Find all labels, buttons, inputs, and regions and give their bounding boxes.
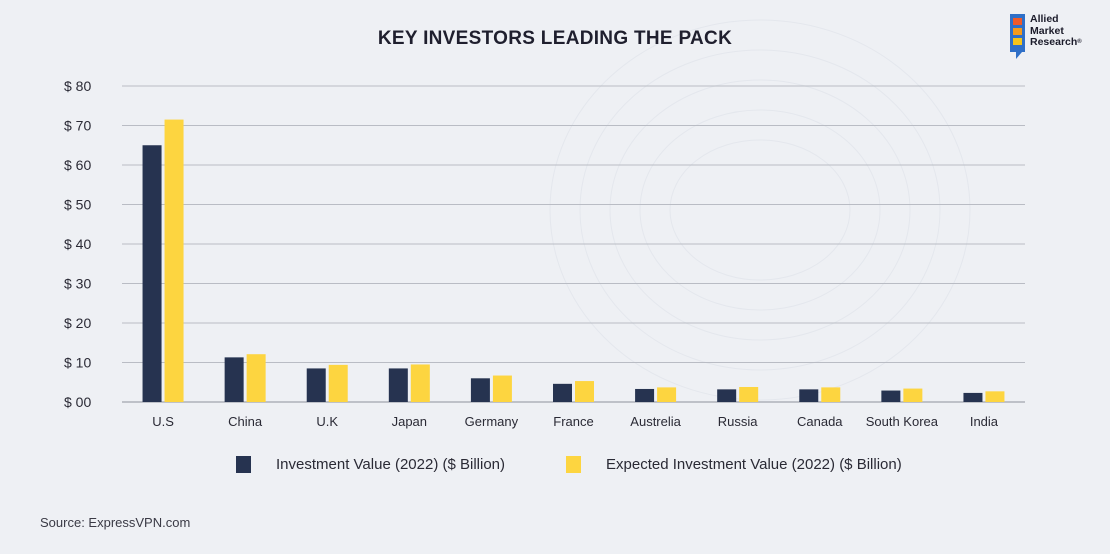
x-tick-label: India bbox=[970, 414, 999, 429]
logo-text: Allied Market Research® bbox=[1030, 13, 1082, 48]
bar-investment bbox=[553, 383, 572, 402]
bar-investment bbox=[470, 378, 490, 402]
x-tick-label: Canada bbox=[797, 414, 843, 429]
legend-swatch-expected bbox=[566, 456, 581, 473]
bar-expected bbox=[821, 387, 841, 402]
bar-expected bbox=[985, 391, 1005, 402]
legend-item-investment: Investment Value (2022) ($ Billion) bbox=[236, 456, 505, 473]
bar-investment bbox=[963, 392, 983, 402]
bar-expected bbox=[657, 387, 677, 402]
y-tick-label: $ 60 bbox=[64, 157, 91, 173]
y-tick-label: $ 10 bbox=[64, 355, 91, 371]
source-note: Source: ExpressVPN.com bbox=[40, 515, 191, 530]
allied-market-research-logo: Allied Market Research® bbox=[1010, 13, 1098, 60]
legend-item-expected: Expected Investment Value (2022) ($ Bill… bbox=[566, 456, 902, 473]
bar-expected bbox=[246, 354, 266, 402]
y-tick-label: $ 40 bbox=[64, 236, 91, 252]
x-tick-label: Austrelia bbox=[630, 414, 681, 429]
bar-investment bbox=[224, 357, 244, 402]
legend-swatch-investment bbox=[236, 456, 251, 473]
x-tick-label: Russia bbox=[718, 414, 759, 429]
bar-expected bbox=[492, 375, 512, 402]
legend-label-investment: Investment Value (2022) ($ Billion) bbox=[276, 456, 505, 473]
bar-expected bbox=[328, 364, 348, 402]
y-tick-label: $ 70 bbox=[64, 118, 91, 134]
logo-mark-icon bbox=[1010, 14, 1025, 52]
x-tick-label: South Korea bbox=[866, 414, 939, 429]
y-tick-label: $ 80 bbox=[64, 78, 91, 94]
bar-investment bbox=[635, 388, 655, 402]
bar-investment bbox=[388, 368, 408, 402]
bar-expected bbox=[164, 119, 184, 402]
bar-expected bbox=[410, 364, 430, 402]
y-tick-label: $ 20 bbox=[64, 315, 91, 331]
x-tick-label: Germany bbox=[465, 414, 519, 429]
x-tick-label: France bbox=[553, 414, 593, 429]
legend-label-expected: Expected Investment Value (2022) ($ Bill… bbox=[606, 456, 902, 473]
x-tick-label: U.K bbox=[316, 414, 338, 429]
bar-expected bbox=[575, 381, 594, 402]
legend: Investment Value (2022) ($ Billion) Expe… bbox=[0, 456, 1110, 478]
bar-investment bbox=[799, 389, 819, 402]
bar-investment bbox=[142, 145, 162, 402]
chart-title: KEY INVESTORS LEADING THE PACK bbox=[377, 28, 733, 49]
y-tick-label: $ 50 bbox=[64, 197, 91, 213]
x-tick-label: U.S bbox=[152, 414, 174, 429]
x-tick-label: Japan bbox=[392, 414, 427, 429]
y-tick-label: $ 30 bbox=[64, 276, 91, 292]
bar-expected bbox=[903, 388, 923, 402]
bar-investment bbox=[881, 390, 901, 402]
bar-chart: $ 00 $ 10 $ 20 $ 30 $ 40 $ 50 $ 60 $ 70 $ 80 U.S C… bbox=[64, 78, 1025, 429]
y-tick-label: $ 00 bbox=[64, 394, 91, 410]
bar-investment bbox=[306, 368, 326, 402]
bar-investment bbox=[717, 389, 737, 402]
x-tick-label: China bbox=[228, 414, 263, 429]
bar-expected bbox=[739, 386, 759, 402]
